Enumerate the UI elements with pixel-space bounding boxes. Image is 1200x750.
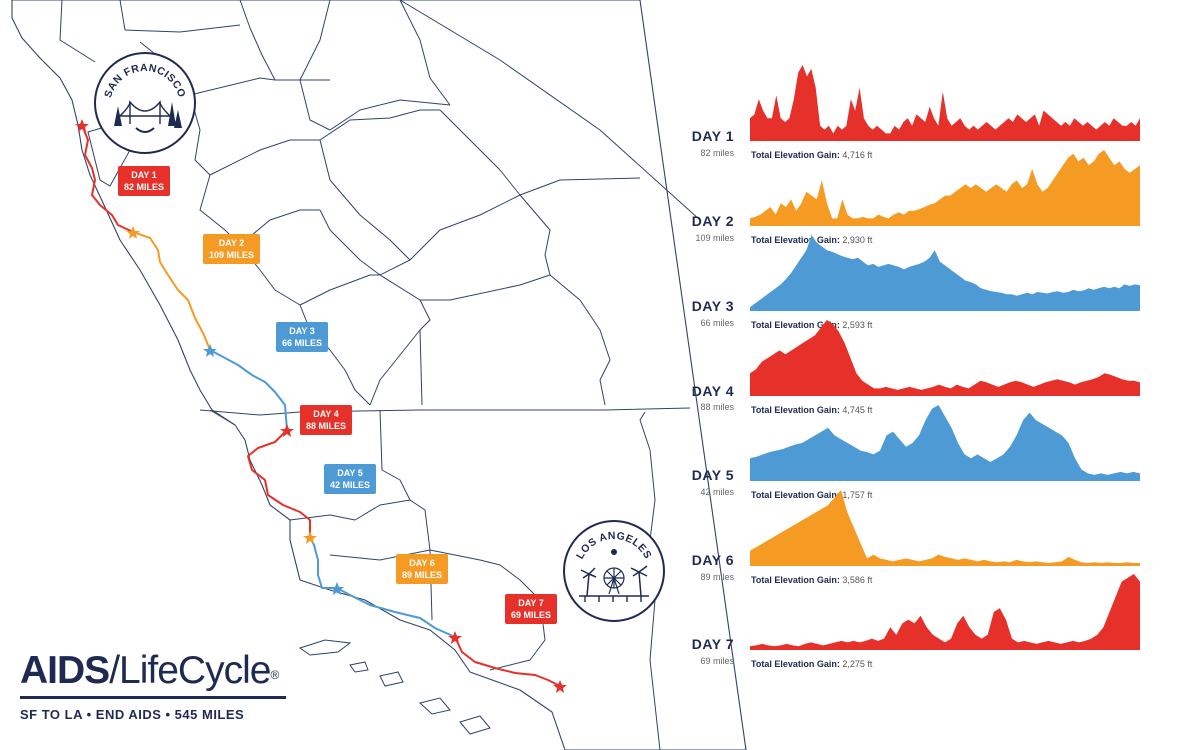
county-borders [59, 0, 701, 750]
day-4-title: DAY 4 [691, 383, 734, 399]
route-day-5 [309, 536, 338, 589]
brand-name-light: LifeCycle [119, 649, 271, 692]
day-1-miles: 82 miles [700, 148, 734, 158]
day-7-gain: Total Elevation Gain: 2,275 ft [751, 659, 873, 669]
day-7-title: DAY 7 [691, 636, 734, 652]
route-label-day-6: DAY 6 89 MILES [396, 554, 449, 584]
sf-seal-text: SAN FRANCISCO [102, 62, 188, 99]
sun-icon [611, 549, 617, 555]
day-1-title: DAY 1 [691, 128, 734, 144]
star-day4 [280, 424, 294, 437]
brand-registered: ® [270, 668, 279, 682]
los-angeles-seal: LOS ANGELES [563, 520, 665, 622]
palm-tree-icon [580, 565, 648, 597]
day-3-gain: Total Elevation Gain: 2,593 ft [751, 320, 873, 330]
la-seal-text: LOS ANGELES [574, 530, 654, 561]
day-5-gain: Total Elevation Gain: 1,757 ft [751, 490, 873, 500]
day-6-gain: Total Elevation Gain: 3,586 ft [751, 575, 873, 585]
stage-stars [75, 119, 567, 693]
star-day6 [330, 582, 344, 595]
day-3-title: DAY 3 [691, 298, 734, 314]
day-7-miles: 69 miles [700, 656, 734, 666]
brand-name-slash: / [109, 649, 120, 692]
route-label-day-1: DAY 1 82 MILES [118, 166, 171, 196]
star-day2 [126, 226, 140, 239]
star-day5 [303, 531, 317, 544]
channel-islands [298, 639, 491, 735]
day-2-gain: Total Elevation Gain: 2,930 ft [751, 235, 873, 245]
route-label-day-5: DAY 5 42 MILES [324, 464, 377, 494]
day-4-miles: 88 miles [700, 402, 734, 412]
route-day-1 [81, 124, 134, 233]
day-2-miles: 109 miles [695, 233, 734, 243]
day-1-gain: Total Elevation Gain: 4,716 ft [751, 150, 873, 160]
route-label-day-4: DAY 4 88 MILES [300, 405, 353, 435]
brand-name-bold: AIDS [20, 649, 110, 692]
route-label-day-2: DAY 2 109 MILES [203, 234, 261, 264]
route [81, 124, 561, 687]
brand-divider [20, 696, 286, 699]
day-2-title: DAY 2 [691, 213, 734, 229]
star-day7 [448, 631, 462, 644]
route-day-6 [336, 587, 456, 638]
brand-tagline: SF TO LA • END AIDS • 545 MILES [20, 707, 245, 722]
star-finish [553, 680, 567, 693]
ferris-wheel-icon [603, 567, 625, 595]
day-3-miles: 66 miles [700, 318, 734, 328]
route-label-day-7: DAY 7 69 MILES [505, 594, 558, 624]
star-start [75, 119, 89, 132]
golden-gate-bridge-icon [119, 100, 171, 133]
tree-icon [114, 102, 182, 128]
day-6-title: DAY 6 [691, 552, 734, 568]
brand-block: AIDS/LifeCycle® SF TO LA • END AIDS • 54… [20, 648, 286, 722]
day-6-miles: 89 miles [700, 572, 734, 582]
brand-logo[interactable]: AIDS/LifeCycle® [20, 648, 286, 694]
day-5-miles: 42 miles [700, 487, 734, 497]
route-day-2 [132, 231, 211, 351]
san-francisco-seal: SAN FRANCISCO [94, 52, 196, 154]
day-5-title: DAY 5 [691, 467, 734, 483]
star-day3 [203, 344, 217, 357]
route-day-7 [454, 636, 561, 687]
route-day-4 [247, 429, 311, 538]
route-day-3 [209, 349, 288, 431]
day-4-gain: Total Elevation Gain: 4,745 ft [751, 405, 873, 415]
route-label-day-3: DAY 3 66 MILES [276, 322, 329, 352]
pier-icon [579, 595, 649, 602]
